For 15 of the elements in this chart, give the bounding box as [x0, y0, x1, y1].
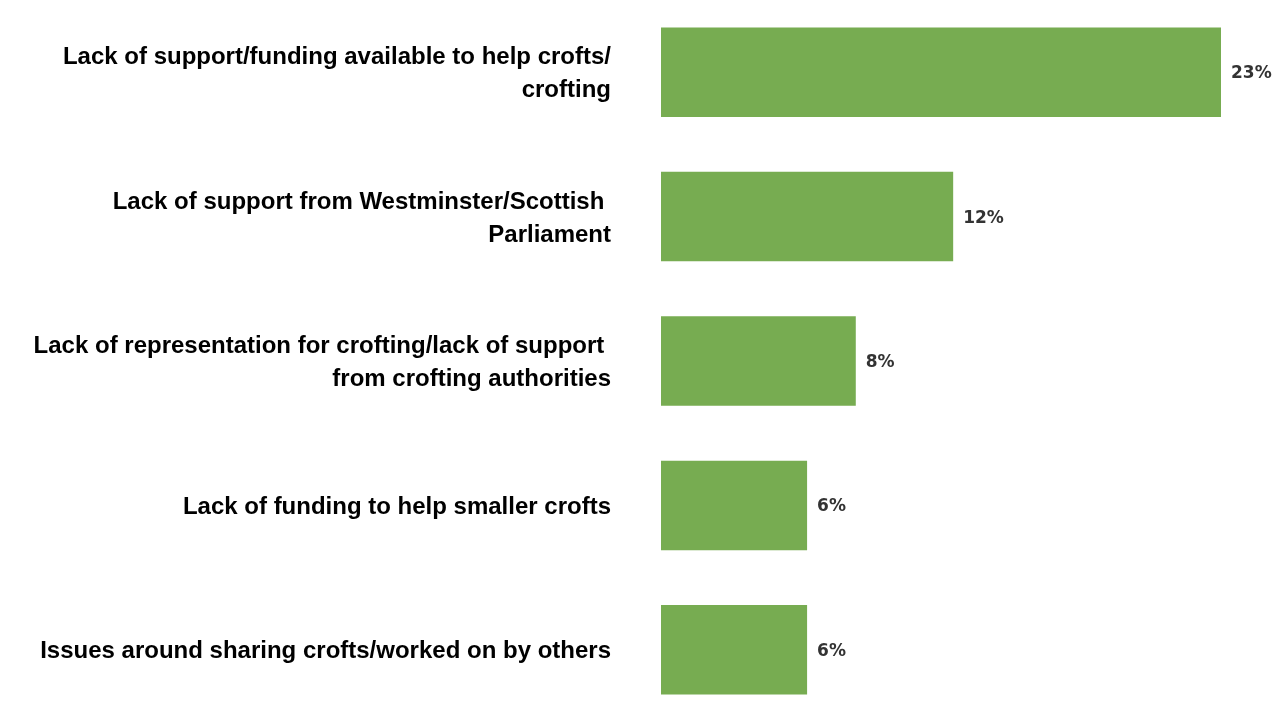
bar — [661, 605, 808, 695]
y-tick-label: Lack of support from Westminster/Scottish Parliament — [112, 186, 612, 247]
data-label: 6% — [817, 495, 846, 516]
data-label: 6% — [817, 639, 846, 660]
data-label: 23% — [1231, 62, 1272, 83]
bar — [661, 460, 808, 551]
data-label: 12% — [963, 206, 1004, 227]
bar — [661, 27, 1221, 117]
data-label: 8% — [865, 351, 895, 371]
y-tick-label: Lack of representation for crofting/lack of support from crofting authorities — [33, 331, 611, 391]
y-tick-label: Issues around sharing crofts/worked on by others — [40, 636, 611, 664]
y-tick-label: Lack of support/funding available to help crofts/crofting — [62, 42, 612, 103]
bar — [661, 316, 856, 406]
y-tick-label: Lack of funding to help smaller crofts — [182, 491, 611, 519]
bar — [661, 171, 954, 262]
